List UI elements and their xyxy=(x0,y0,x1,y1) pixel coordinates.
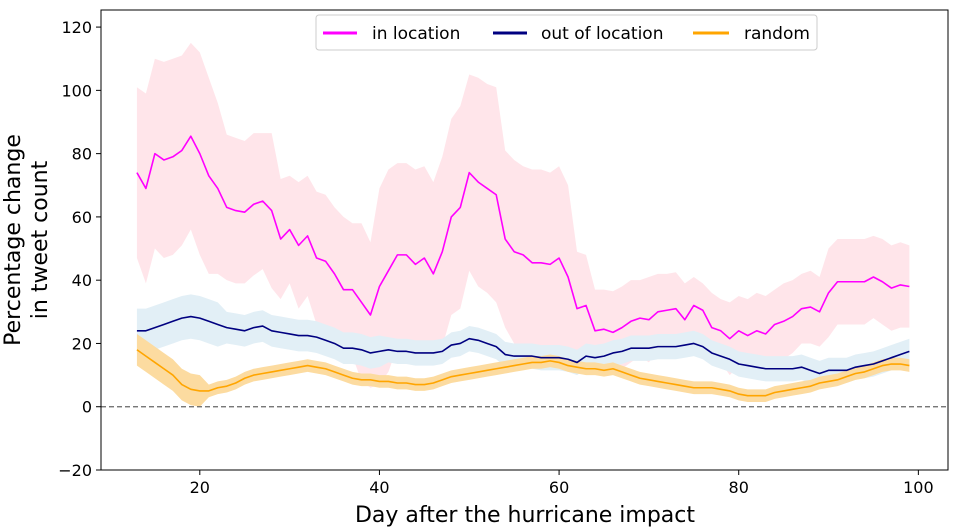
y-axis-label-line-2: in tweet count xyxy=(28,160,53,319)
confidence-bands xyxy=(136,42,910,407)
line-out-of-location xyxy=(136,315,910,375)
x-tick-label: 80 xyxy=(729,478,749,497)
x-tick-label: 100 xyxy=(903,478,934,497)
band-in-location xyxy=(136,42,910,388)
line-random xyxy=(136,349,910,397)
legend-label-random: random xyxy=(744,24,810,44)
y-tick-label: −20 xyxy=(58,461,92,480)
x-tick-label: 20 xyxy=(190,478,210,497)
legend-label-in-location: in location xyxy=(372,24,460,44)
legend-label-out-of-location: out of location xyxy=(541,24,664,44)
y-tick-label: 60 xyxy=(72,208,92,227)
y-tick-label: 20 xyxy=(72,334,92,353)
legend-box xyxy=(315,14,818,51)
band-out-of-location xyxy=(136,294,910,387)
line-in-location xyxy=(136,135,910,340)
y-tick-label: 0 xyxy=(82,398,92,417)
x-tick-label: 60 xyxy=(549,478,569,497)
y-tick-label: 100 xyxy=(61,81,92,100)
plot-frame xyxy=(100,9,949,471)
x-axis-label: Day after the hurricane impact xyxy=(355,503,695,528)
x-axis-ticks: 20 40 60 80 100 xyxy=(190,470,934,497)
y-axis-ticks: −20 0 20 40 60 80 100 120 xyxy=(58,18,101,480)
y-tick-label: 40 xyxy=(72,271,92,290)
legend: in location out of location random xyxy=(315,14,818,51)
y-tick-label: 80 xyxy=(72,145,92,164)
series-lines xyxy=(136,135,910,397)
y-axis-label: Percentage change in tweet count xyxy=(1,134,53,346)
y-axis-label-line-1: Percentage change xyxy=(1,134,26,346)
x-tick-label: 40 xyxy=(369,478,389,497)
y-tick-label: 120 xyxy=(61,18,92,37)
